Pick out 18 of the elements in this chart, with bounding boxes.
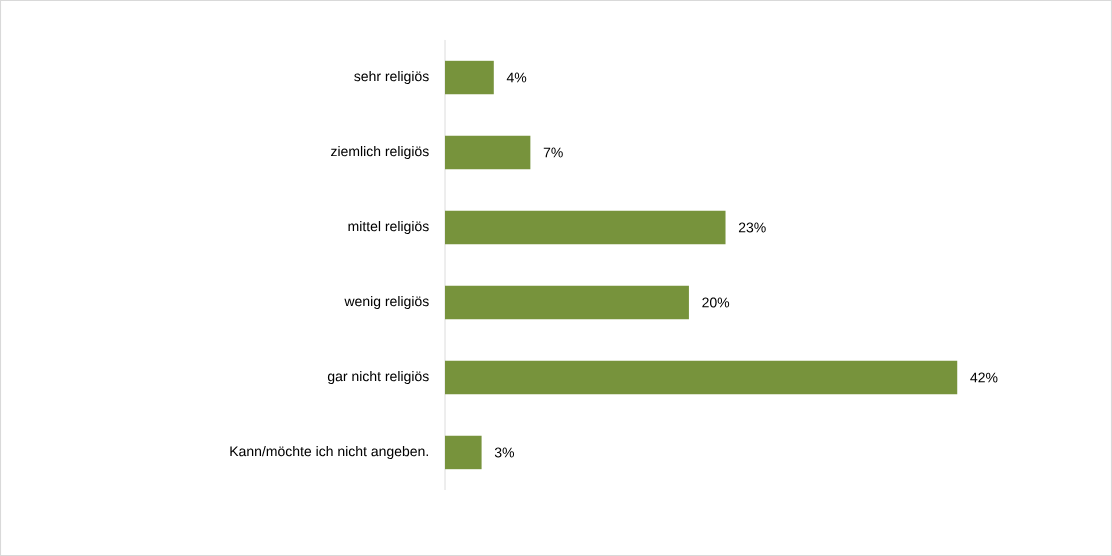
data-label: 4% [506,72,527,83]
data-label: 23% [738,222,766,233]
data-label: 42% [970,372,998,383]
y-tick-label: sehr religiös [354,70,429,85]
bar [445,360,958,395]
data-label: 7% [543,147,563,158]
y-tick-label: ziemlich religiös [331,145,429,160]
bar [445,210,726,245]
y-tick-label: mittel religiös [348,220,429,235]
data-label: 3% [494,447,515,458]
data-label: 20% [702,297,730,308]
bar [445,285,689,320]
bar [445,435,482,470]
y-tick-label: Kann/möchte ich nicht angeben. [230,445,428,460]
y-tick-label: wenig religiös [344,295,429,310]
y-tick-label: gar nicht religiös [327,370,429,385]
bar [445,135,531,170]
bar [445,60,494,95]
